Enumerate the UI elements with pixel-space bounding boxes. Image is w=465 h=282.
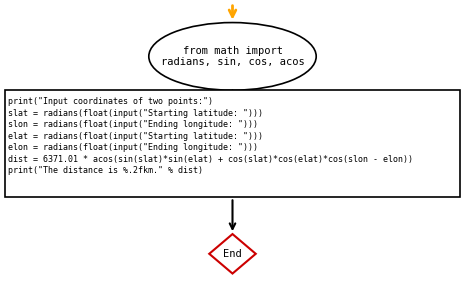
Bar (5, 90, 460, 197)
Polygon shape (209, 234, 256, 274)
Text: End: End (223, 249, 242, 259)
Text: from math import
radians, sin, cos, acos: from math import radians, sin, cos, acos (160, 46, 305, 67)
Ellipse shape (149, 23, 316, 90)
Text: print("Input coordinates of two points:")
slat = radians(float(input("Starting l: print("Input coordinates of two points:"… (8, 97, 413, 175)
